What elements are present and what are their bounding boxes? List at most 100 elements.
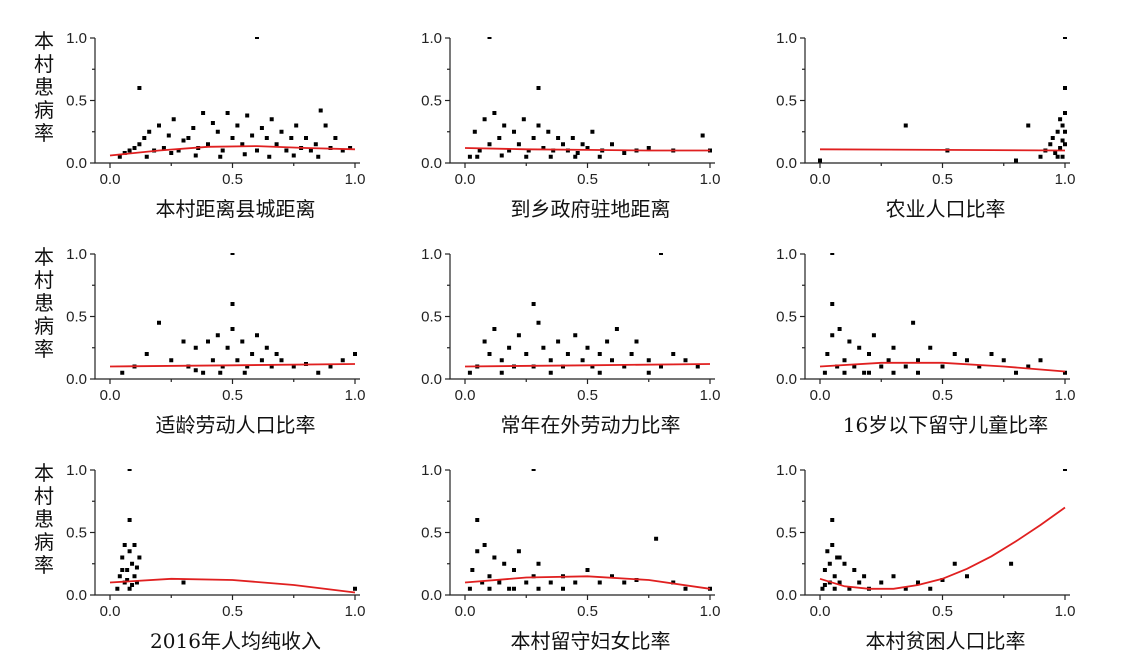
x-tick-label: 0.5 — [577, 171, 598, 188]
data-point — [255, 333, 259, 338]
data-point — [1053, 151, 1058, 155]
data-point — [201, 370, 206, 375]
data-point — [215, 333, 220, 338]
data-point — [230, 253, 235, 255]
x-axis-label: 16岁以下留守儿童比率 — [843, 413, 1048, 437]
x-axis-label: 本村留守妇女比率 — [511, 629, 671, 653]
data-point — [879, 580, 884, 585]
data-point — [353, 352, 357, 356]
y-tick-label: 0.5 — [66, 525, 87, 542]
data-point — [546, 129, 551, 134]
data-point — [166, 133, 171, 138]
data-point — [561, 142, 565, 147]
data-point — [279, 129, 284, 134]
x-axis-label: 适龄劳动人口比率 — [156, 413, 316, 437]
data-point — [482, 543, 487, 547]
data-point — [181, 138, 186, 143]
x-tick-label: 1.0 — [700, 387, 721, 404]
data-point — [218, 370, 223, 375]
x-axis-label: 农业人口比率 — [886, 197, 1006, 221]
data-point — [482, 339, 487, 344]
data-point — [629, 352, 634, 356]
axis-lines — [94, 254, 360, 380]
x-tick-label: 0.0 — [810, 171, 831, 188]
x-tick-label: 0.5 — [577, 387, 598, 404]
data-point — [857, 580, 862, 585]
data-point — [825, 549, 830, 554]
data-point — [585, 146, 590, 150]
x-tick-label: 1.0 — [345, 603, 366, 620]
data-point — [830, 333, 835, 338]
data-point — [1058, 146, 1063, 150]
data-point — [610, 142, 614, 147]
data-point — [852, 568, 857, 572]
data-point — [835, 555, 840, 560]
data-point — [659, 253, 663, 255]
data-point — [259, 358, 264, 363]
y-tick-label: 1.0 — [776, 30, 797, 47]
x-tick-label: 0.5 — [932, 603, 953, 620]
data-point — [891, 345, 896, 350]
data-point — [977, 364, 982, 369]
data-point — [235, 358, 240, 363]
y-tick-label: 0.0 — [66, 587, 87, 604]
y-tick-label: 0.5 — [66, 93, 87, 110]
data-point — [570, 136, 575, 140]
y-tick-label: 0.0 — [776, 587, 797, 604]
data-point — [120, 555, 125, 560]
fit-curve — [464, 147, 710, 152]
data-point — [127, 586, 132, 591]
data-point — [308, 148, 313, 153]
x-tick-label: 0.0 — [455, 603, 476, 620]
data-point — [862, 574, 867, 579]
data-point — [830, 253, 835, 255]
data-point — [225, 111, 230, 115]
data-point — [240, 339, 245, 344]
axis-lines — [94, 38, 360, 164]
data-point — [536, 123, 541, 128]
data-point — [683, 586, 688, 591]
data-point — [475, 154, 480, 159]
x-tick-label: 1.0 — [1055, 387, 1076, 404]
data-point — [120, 568, 125, 572]
data-point — [157, 320, 161, 325]
data-point — [867, 352, 871, 356]
data-point — [548, 580, 553, 585]
data-point — [497, 136, 502, 140]
data-point — [556, 339, 561, 344]
data-point — [279, 358, 284, 363]
x-axis-label: 本村贫困人口比率 — [866, 629, 1026, 653]
data-point — [536, 86, 541, 90]
data-point — [575, 151, 580, 155]
fit-curve — [819, 361, 1066, 373]
data-point — [830, 518, 835, 522]
x-tick-label: 1.0 — [345, 387, 366, 404]
panel-5: 0.0 0.5 1.0 0.0 0.5 1.0 常年在外劳动力比率 — [421, 246, 720, 437]
data-point — [130, 561, 135, 566]
data-point — [524, 154, 529, 159]
data-point — [1026, 123, 1031, 128]
data-point — [144, 154, 149, 159]
data-point — [291, 153, 296, 158]
y-tick-label: 1.0 — [421, 30, 442, 47]
data-point — [125, 568, 130, 572]
data-point — [1058, 117, 1063, 122]
data-point — [264, 345, 269, 350]
data-point — [536, 586, 541, 591]
data-point — [220, 364, 225, 369]
data-point — [218, 154, 223, 159]
data-point — [255, 37, 259, 39]
data-point — [269, 117, 274, 122]
data-point — [573, 333, 578, 338]
data-point — [531, 302, 536, 306]
data-point — [475, 518, 480, 522]
data-point — [191, 126, 196, 130]
y-tick-label: 1.0 — [421, 246, 442, 263]
data-point — [965, 358, 969, 363]
data-point — [903, 123, 908, 128]
data-point — [480, 580, 485, 585]
data-point — [127, 148, 132, 153]
data-point — [255, 148, 259, 153]
data-point — [536, 561, 541, 566]
data-point — [269, 364, 274, 369]
